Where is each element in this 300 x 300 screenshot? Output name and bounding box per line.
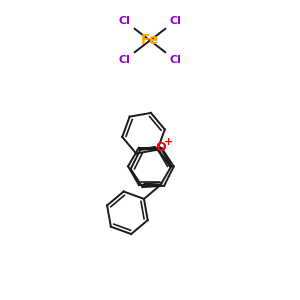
Text: Cl: Cl	[169, 55, 181, 65]
Text: Fe: Fe	[141, 34, 159, 47]
Text: Cl: Cl	[118, 16, 130, 26]
Text: +: +	[164, 137, 173, 147]
Text: Cl: Cl	[169, 16, 181, 26]
Text: Cl: Cl	[118, 55, 130, 65]
Text: O: O	[155, 141, 166, 154]
